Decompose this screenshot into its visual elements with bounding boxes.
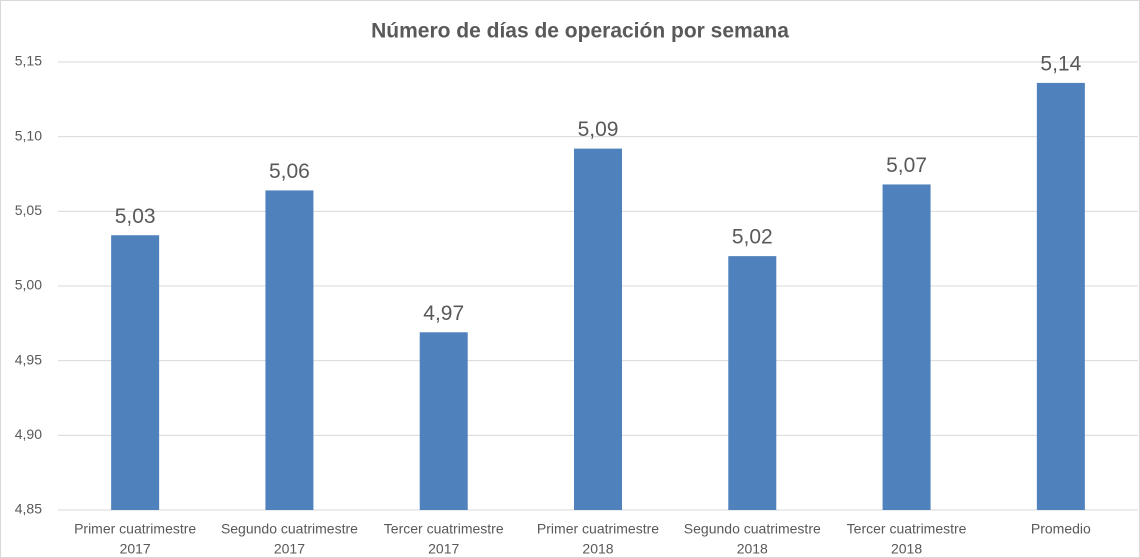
- data-label: 5,06: [269, 160, 310, 183]
- bar: [882, 184, 931, 510]
- data-label: 4,97: [423, 302, 464, 325]
- x-tick-label: Tercer cuatrimestre: [384, 521, 504, 537]
- x-tick-label: Primer cuatrimestre: [74, 521, 196, 537]
- data-label: 5,02: [732, 226, 773, 249]
- data-label: 5,09: [578, 118, 619, 141]
- x-tick-label: Promedio: [1031, 521, 1091, 537]
- chart-title: Número de días de operación por semana: [371, 20, 789, 43]
- x-tick-label: 2017: [428, 541, 459, 557]
- x-tick-label: 2017: [274, 541, 305, 557]
- bar: [1036, 82, 1085, 510]
- y-tick-label: 5,15: [15, 53, 42, 69]
- bar: [728, 256, 777, 510]
- y-tick-label: 5,05: [15, 202, 42, 218]
- bar: [419, 332, 468, 510]
- y-tick-label: 4,90: [15, 426, 42, 442]
- y-tick-label: 5,10: [15, 127, 42, 143]
- y-tick-label: 4,85: [15, 501, 42, 517]
- data-label: 5,03: [115, 205, 156, 228]
- data-label: 5,14: [1040, 52, 1081, 75]
- x-tick-label: 2018: [737, 541, 768, 557]
- x-tick-label: 2018: [891, 541, 922, 557]
- bar: [265, 190, 314, 510]
- data-label: 5,07: [886, 154, 927, 177]
- x-tick-label: Tercer cuatrimestre: [847, 521, 967, 537]
- x-tick-label: Segundo cuatrimestre: [221, 521, 358, 537]
- x-tick-label: Primer cuatrimestre: [537, 521, 659, 537]
- y-tick-label: 4,95: [15, 351, 42, 367]
- y-tick-label: 5,00: [15, 277, 42, 293]
- x-tick-label: 2017: [120, 541, 151, 557]
- x-tick-label: 2018: [582, 541, 613, 557]
- x-tick-label: Segundo cuatrimestre: [684, 521, 821, 537]
- bar: [111, 235, 160, 510]
- bar: [574, 148, 622, 510]
